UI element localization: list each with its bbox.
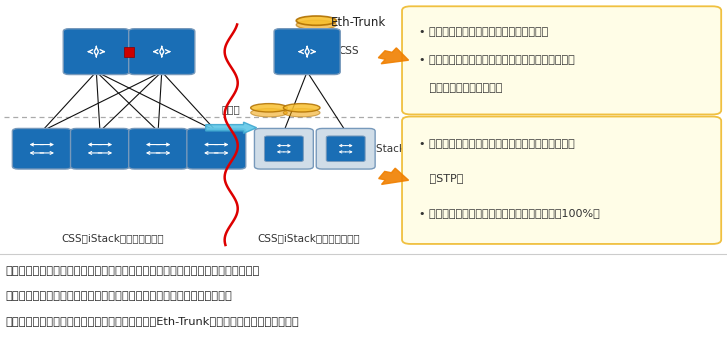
Text: 平台，避免了单点故障。: 平台，避免了单点故障。: [419, 83, 503, 93]
FancyBboxPatch shape: [187, 128, 246, 169]
Text: 转发平面合一：堆叠内物理设备转发平面合一，转发信息共享并实时同步。: 转发平面合一：堆叠内物理设备转发平面合一，转发信息共享并实时同步。: [6, 291, 233, 301]
Text: CSS、iStack网络的物理形态: CSS、iStack网络的物理形态: [61, 233, 164, 243]
FancyBboxPatch shape: [402, 117, 721, 244]
FancyBboxPatch shape: [71, 128, 129, 169]
Text: • 跨设备的链路聚合，物理上的无环网络，无需再部: • 跨设备的链路聚合，物理上的无环网络，无需再部: [419, 139, 575, 149]
FancyBboxPatch shape: [254, 128, 313, 169]
FancyArrow shape: [378, 48, 409, 64]
FancyBboxPatch shape: [326, 136, 365, 161]
FancyBboxPatch shape: [402, 6, 721, 114]
Text: CSS: CSS: [338, 46, 358, 56]
Ellipse shape: [284, 104, 320, 112]
Ellipse shape: [251, 108, 287, 117]
Text: 等效于: 等效于: [222, 105, 241, 114]
Ellipse shape: [297, 20, 336, 29]
FancyBboxPatch shape: [12, 128, 71, 169]
Text: 署STP。: 署STP。: [419, 173, 464, 183]
FancyBboxPatch shape: [316, 128, 375, 169]
Text: • 一台物理设备故障，其他设备可以接管转发、控制: • 一台物理设备故障，其他设备可以接管转发、控制: [419, 55, 575, 65]
FancyArrow shape: [206, 122, 257, 133]
Ellipse shape: [284, 108, 320, 117]
FancyBboxPatch shape: [129, 128, 188, 169]
Text: • 逻辑上一台设备，简化运维，方便管理。: • 逻辑上一台设备，简化运维，方便管理。: [419, 27, 549, 37]
FancyArrow shape: [379, 168, 409, 184]
Text: • 链路聚合中的链路全都有效使用，链路利用率100%。: • 链路聚合中的链路全都有效使用，链路利用率100%。: [419, 208, 601, 218]
FancyBboxPatch shape: [265, 136, 303, 161]
FancyBboxPatch shape: [274, 29, 340, 75]
Text: 交换机多虚一：堆叠交换机对外表现为一台逻辑交换机，控制平面合一，统一管理。: 交换机多虚一：堆叠交换机对外表现为一台逻辑交换机，控制平面合一，统一管理。: [6, 266, 260, 276]
Text: 跨设备链路聚合：跨物理设备的链路被聚合成一个Eth-Trunk端口，和下游设备实现互联。: 跨设备链路聚合：跨物理设备的链路被聚合成一个Eth-Trunk端口，和下游设备实…: [6, 316, 300, 326]
Text: iStack: iStack: [373, 144, 405, 154]
Ellipse shape: [297, 16, 336, 25]
Text: Eth-Trunk: Eth-Trunk: [331, 16, 386, 29]
Ellipse shape: [251, 104, 287, 112]
FancyBboxPatch shape: [129, 29, 195, 75]
FancyBboxPatch shape: [63, 29, 129, 75]
Text: CSS、iStack网络的逻辑形态: CSS、iStack网络的逻辑形态: [257, 233, 361, 243]
